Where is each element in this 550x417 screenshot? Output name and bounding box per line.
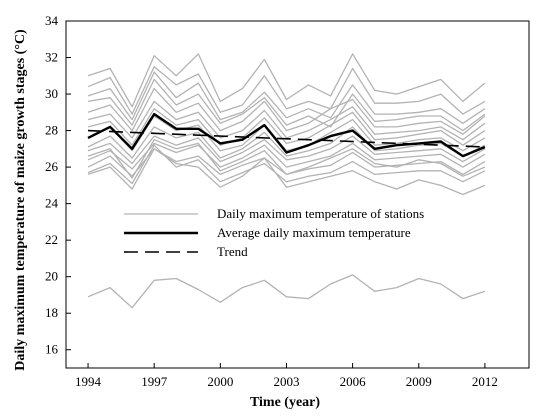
station-series-line-16 — [87, 274, 486, 309]
x-tick-label: 1997 — [141, 374, 168, 389]
y-tick-label: 22 — [45, 232, 58, 247]
station-series-line-13 — [87, 144, 486, 185]
station-series-line-3 — [87, 71, 486, 124]
trend-series-line — [87, 129, 485, 148]
y-axis: 16 18 20 22 24 26 28 30 32 34 — [45, 13, 71, 357]
legend-label-trend: Trend — [217, 244, 248, 259]
station-series-line-15 — [87, 139, 486, 179]
station-series-group — [87, 53, 486, 309]
legend-label-average: Average daily maximum temperature — [217, 225, 411, 240]
y-axis-title: Daily maximum temperature of maize growt… — [13, 29, 28, 371]
station-series-line-11 — [87, 142, 486, 170]
y-tick-label: 24 — [45, 196, 59, 211]
station-series-line-9 — [87, 126, 486, 159]
plot-border — [65, 20, 530, 369]
plot-area — [65, 20, 530, 369]
x-tick-label: 2000 — [207, 374, 233, 389]
y-tick-label: 32 — [45, 50, 58, 65]
x-tick-label: 2012 — [472, 374, 498, 389]
average-series-line — [87, 112, 486, 158]
average-and-trend-group — [87, 112, 486, 158]
y-tick-label: 18 — [45, 305, 58, 320]
station-series-line-4 — [87, 78, 486, 132]
station-series-line-2 — [87, 66, 486, 115]
y-tick-label: 20 — [45, 269, 58, 284]
station-series-line-14 — [87, 148, 486, 196]
station-series-line-10 — [87, 135, 486, 165]
x-axis-title: Time (year) — [250, 395, 320, 410]
x-tick-label: 1994 — [75, 374, 102, 389]
y-tick-label: 26 — [45, 159, 59, 174]
y-tick-label: 28 — [45, 123, 58, 138]
y-tick-label: 34 — [45, 13, 59, 28]
legend-label-station: Daily maximum temperature of stations — [217, 206, 424, 221]
x-tick-label: 2003 — [273, 374, 299, 389]
station-series-line-6 — [87, 100, 486, 141]
station-series-line-1 — [87, 53, 486, 108]
legend: Daily maximum temperature of stations Ave… — [124, 206, 424, 259]
station-series-line-7 — [87, 108, 486, 146]
x-axis: 1994 1997 2000 2003 2006 2009 2012 — [75, 363, 498, 389]
y-tick-label: 16 — [45, 342, 59, 357]
x-tick-label: 2009 — [406, 374, 432, 389]
y-tick-label: 30 — [45, 86, 58, 101]
x-tick-label: 2006 — [340, 374, 367, 389]
station-series-line-5 — [87, 87, 486, 135]
